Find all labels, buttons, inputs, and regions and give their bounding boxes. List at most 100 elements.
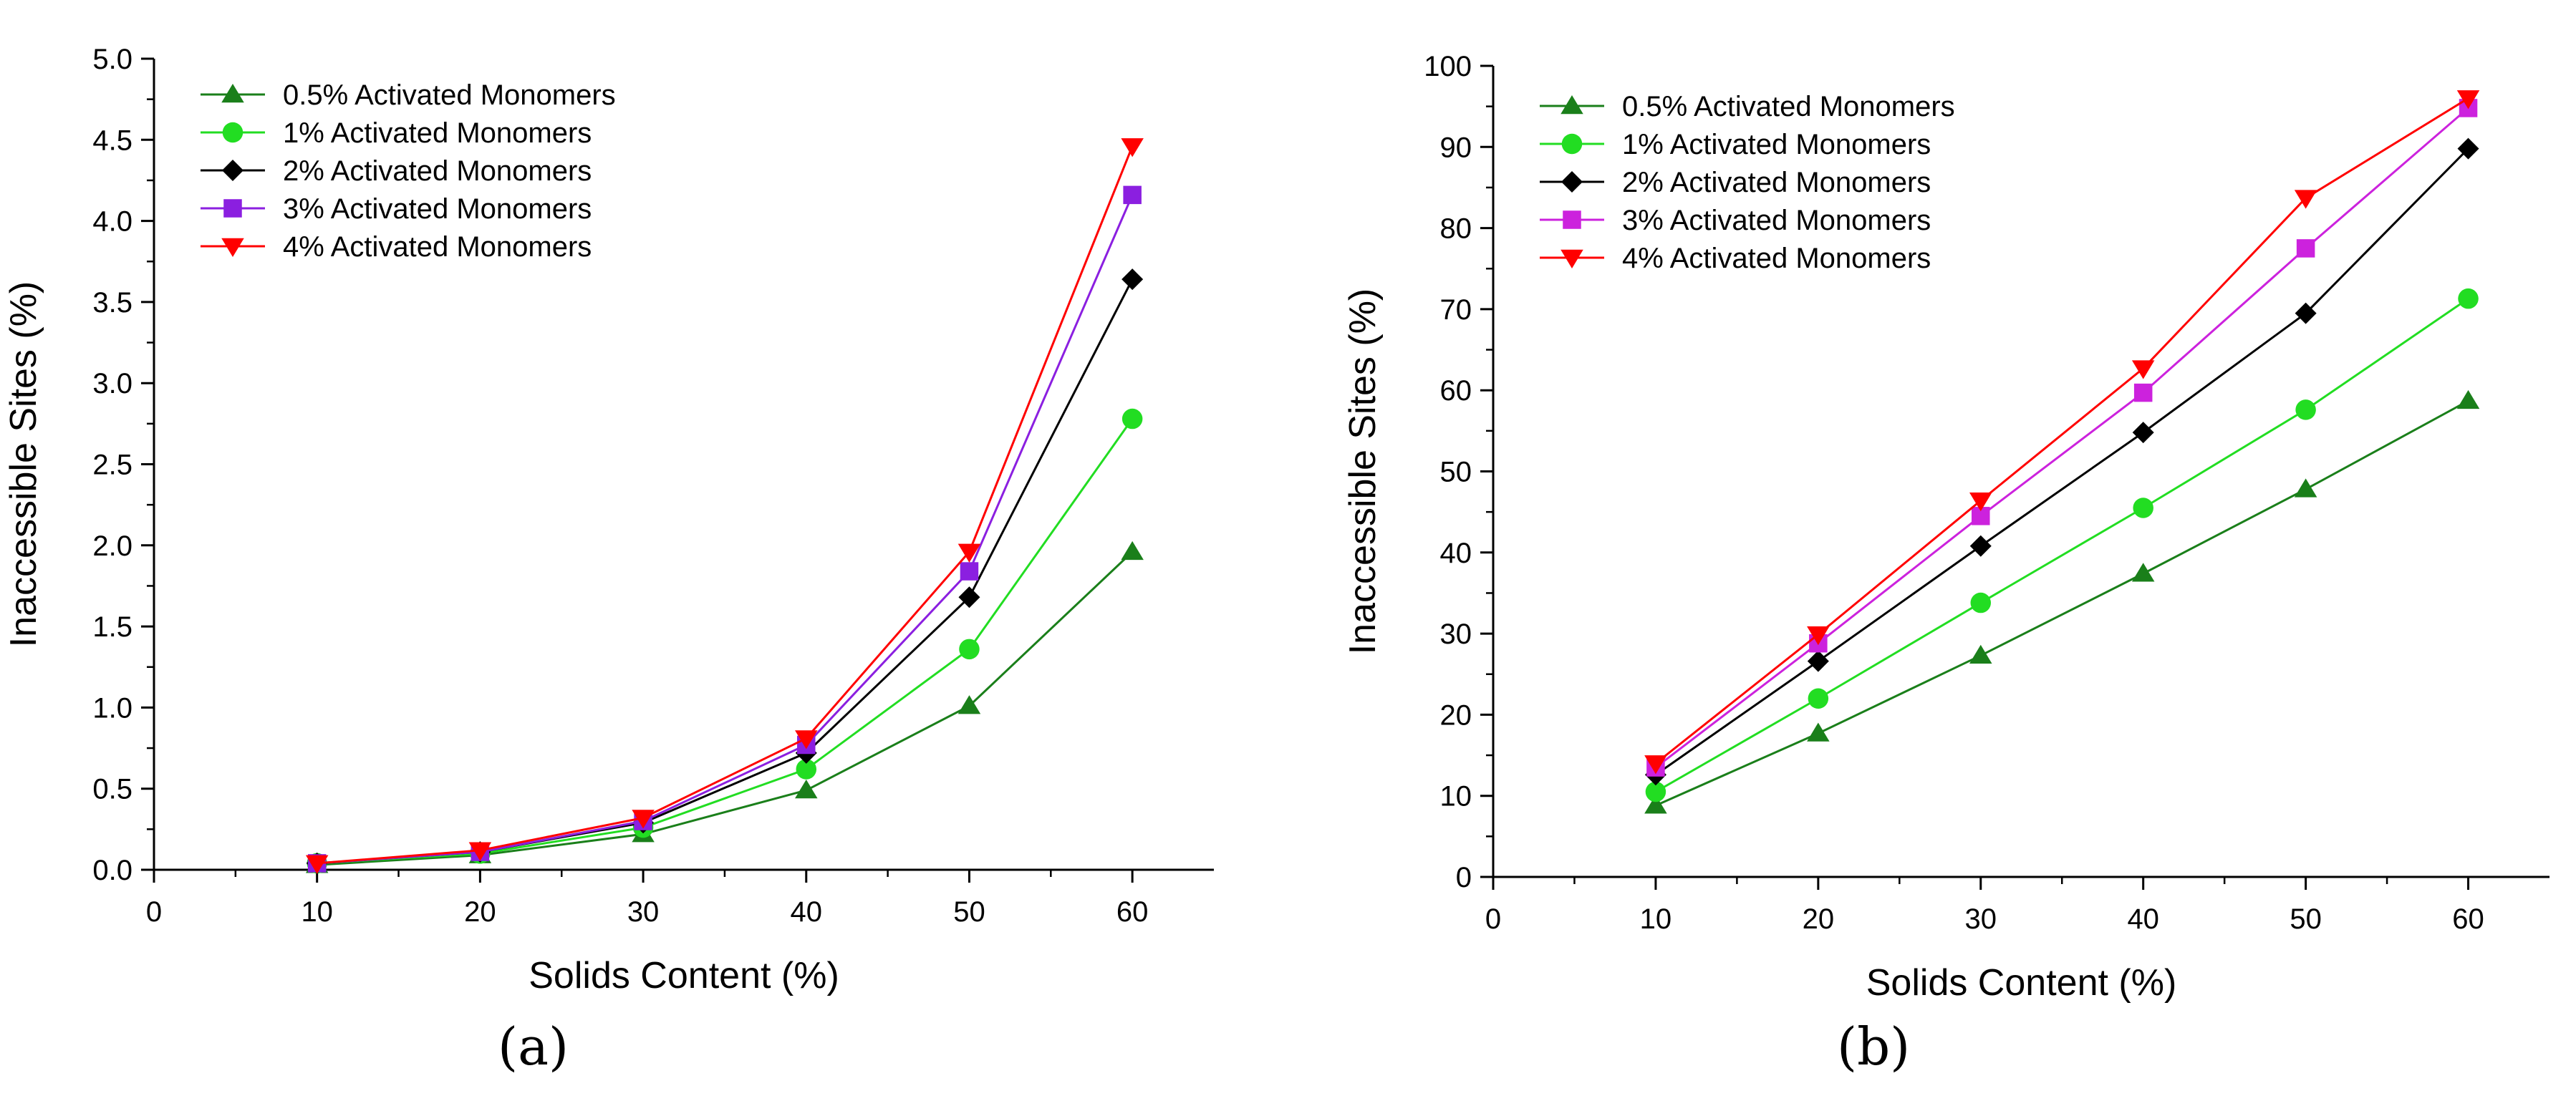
data-point	[1644, 795, 1667, 814]
legend-label: 1% Activated Monomers	[1622, 129, 1931, 160]
y-tick-label: 4.5	[92, 125, 132, 156]
data-point	[957, 695, 981, 714]
legend-marker	[222, 160, 243, 181]
legend-label: 3% Activated Monomers	[1622, 205, 1931, 236]
y-axis-label: Inaccessible Sites (%)	[3, 281, 44, 648]
series-line	[317, 278, 1134, 865]
y-tick-label: 40	[1440, 538, 1472, 569]
series-3	[307, 185, 1142, 873]
data-point	[1807, 722, 1830, 742]
y-tick-label: 0.0	[92, 855, 132, 886]
series-line	[1655, 107, 2469, 769]
y-tick-label: 2.5	[92, 450, 132, 481]
y-tick-label: 0.5	[92, 774, 132, 805]
data-point	[1123, 185, 1142, 205]
data-point	[2133, 383, 2153, 402]
y-tick-label: 100	[1424, 51, 1472, 82]
x-tick-label: 40	[791, 896, 823, 928]
panel-label-b: (b)	[1837, 1017, 1911, 1077]
data-point	[2456, 389, 2480, 409]
y-tick-label: 1.0	[92, 692, 132, 724]
series-line	[1655, 297, 2469, 793]
data-point	[958, 586, 980, 608]
data-point	[468, 842, 492, 861]
data-point	[2457, 137, 2479, 160]
series-line	[1655, 399, 2469, 807]
y-tick-label: 60	[1440, 375, 1472, 407]
data-point	[795, 730, 818, 750]
legend-label: 3% Activated Monomers	[283, 193, 592, 225]
data-point	[1969, 535, 1992, 557]
series-0	[305, 540, 1144, 873]
y-tick-label: 10	[1440, 781, 1472, 812]
data-point	[305, 855, 329, 874]
legend-marker	[223, 199, 242, 218]
x-tick-label: 40	[2127, 903, 2159, 935]
y-tick-label: 30	[1440, 619, 1472, 650]
data-point	[2133, 498, 2153, 518]
data-point	[1121, 540, 1144, 561]
y-tick-label: 1.5	[92, 611, 132, 643]
series-line	[1654, 97, 2469, 765]
legend-marker	[221, 84, 244, 103]
data-point	[1645, 781, 1666, 802]
y-tick-label: 0	[1456, 862, 1472, 893]
data-point	[632, 810, 655, 829]
x-tick-label: 0	[146, 896, 162, 928]
y-tick-label: 3.0	[92, 368, 132, 399]
data-point	[2296, 239, 2315, 258]
legend-marker	[1560, 95, 1583, 115]
series-1	[307, 408, 1143, 874]
x-tick-label: 30	[627, 896, 660, 928]
x-tick-label: 60	[2452, 903, 2484, 935]
y-tick-label: 4.0	[92, 206, 132, 238]
data-point	[1644, 755, 1667, 775]
legend-label: 0.5% Activated Monomers	[1622, 91, 1955, 122]
series-line	[317, 418, 1134, 865]
series-0	[1644, 389, 2480, 814]
data-point	[2131, 563, 2155, 582]
data-point	[1807, 626, 1830, 646]
legend-label: 2% Activated Monomers	[283, 155, 592, 187]
series-line	[317, 550, 1134, 866]
data-point	[2294, 478, 2317, 498]
y-tick-label: 3.5	[92, 287, 132, 319]
data-point	[959, 639, 980, 660]
data-point	[1808, 688, 1829, 709]
data-point	[2131, 360, 2155, 379]
data-point	[2456, 90, 2480, 110]
x-tick-label: 50	[953, 896, 985, 928]
series-4	[305, 138, 1144, 874]
data-point	[1969, 644, 1992, 664]
data-point	[795, 779, 818, 799]
data-point	[1970, 592, 1992, 613]
panel-label-a: (a)	[498, 1017, 569, 1077]
data-point	[2295, 302, 2317, 324]
y-tick-label: 2.0	[92, 530, 132, 562]
legend-label: 4% Activated Monomers	[1622, 243, 1931, 274]
legend-label: 4% Activated Monomers	[283, 231, 592, 263]
x-tick-label: 50	[2290, 903, 2322, 935]
x-tick-label: 20	[464, 896, 496, 928]
x-axis-label: Solids Content (%)	[1866, 962, 2177, 1004]
series-2	[1644, 137, 2479, 786]
y-axis-label: Inaccessible Sites (%)	[1342, 288, 1384, 655]
x-tick-label: 60	[1116, 896, 1149, 928]
series-3	[1646, 99, 2478, 777]
series-line	[1655, 147, 2469, 776]
data-point	[1807, 650, 1829, 672]
data-point	[2295, 399, 2316, 420]
data-point	[2132, 422, 2154, 444]
chart-panel-b: 0 10 20 30 40 50 60 0 10 20 30 40 50 60 70 80 90 100 Solid…	[1342, 51, 2550, 1004]
series-line	[317, 145, 1134, 865]
y-tick-label: 70	[1440, 294, 1472, 326]
legend-label: 1% Activated Monomers	[283, 117, 592, 149]
data-point	[796, 759, 817, 780]
x-tick-label: 0	[1485, 903, 1501, 935]
legend-label: 0.5% Activated Monomers	[283, 79, 616, 111]
series-1	[1645, 288, 2479, 802]
series-4	[1644, 90, 2480, 775]
y-tick-label: 80	[1440, 213, 1472, 245]
x-tick-label: 20	[1803, 903, 1835, 935]
x-tick-label: 10	[301, 896, 333, 928]
